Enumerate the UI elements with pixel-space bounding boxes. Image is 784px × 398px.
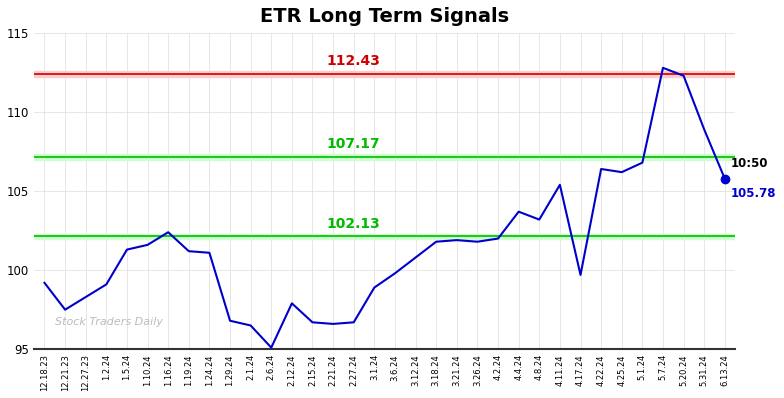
- Text: 102.13: 102.13: [326, 217, 379, 231]
- Title: ETR Long Term Signals: ETR Long Term Signals: [260, 7, 510, 26]
- Bar: [34, 234, 735, 239]
- Text: 112.43: 112.43: [326, 54, 379, 68]
- Text: 10:50: 10:50: [731, 157, 768, 170]
- Text: 105.78: 105.78: [731, 187, 776, 201]
- Text: 107.17: 107.17: [326, 137, 379, 151]
- Bar: [34, 71, 735, 76]
- Bar: [34, 154, 735, 160]
- Text: Stock Traders Daily: Stock Traders Daily: [55, 317, 163, 327]
